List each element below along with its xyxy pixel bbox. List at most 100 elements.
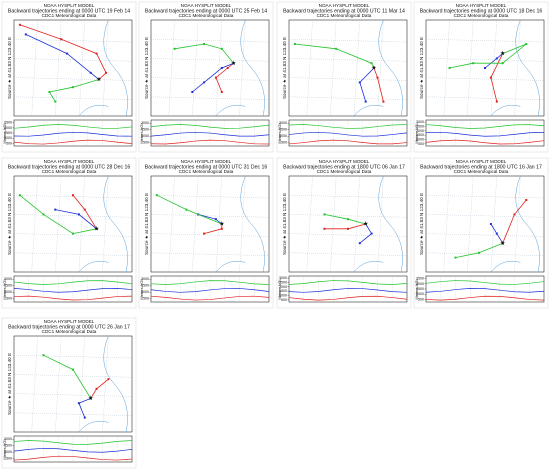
y-tick-label: 2000 [141, 121, 149, 125]
map-graticule [102, 335, 109, 433]
coastline [78, 420, 109, 433]
y-axis-label: Meters AGL [139, 122, 144, 144]
trajectory-marker [89, 397, 92, 400]
trajectory-marker [42, 354, 45, 357]
trajectory-marker [220, 67, 223, 69]
data-label: CDC1 Meteorological Data [317, 13, 372, 18]
y-tick-label: 2500 [416, 277, 424, 281]
source-label: Source ★ at 41.83 N 123.40 E [7, 37, 12, 99]
coastline [215, 104, 246, 117]
map [13, 335, 133, 433]
source-label: Source ★ at 41.83 N 123.40 E [144, 37, 149, 99]
trajectory-marker [95, 387, 98, 390]
height-trace [288, 124, 408, 129]
map-graticule [514, 175, 521, 273]
y-tick-label: 2500 [279, 280, 287, 284]
data-label: CDC1 Meteorological Data [317, 169, 372, 174]
trajectory [174, 43, 234, 64]
trajectory-marker [489, 76, 492, 79]
map-graticule [514, 19, 521, 117]
panel-title: Backward trajectories ending at 0000 UTC… [145, 164, 268, 170]
trajectory-marker [495, 232, 498, 235]
y-tick-label: 500 [6, 141, 12, 145]
map-graticule [13, 355, 133, 359]
y-axis-label: Meters AGL [414, 278, 419, 300]
map-graticule [377, 175, 384, 273]
panel-title: Backward trajectories ending at 0000 UTC… [8, 8, 130, 14]
trajectory-marker [501, 52, 504, 55]
y-tick-label: 2000 [279, 121, 287, 125]
trajectory-marker [232, 62, 235, 65]
map-graticule [31, 19, 38, 117]
height-trace [288, 295, 408, 301]
map-graticule [150, 96, 270, 100]
map-graticule [192, 19, 199, 117]
height-trace [150, 288, 270, 293]
map-graticule [78, 19, 85, 117]
map-graticule [13, 214, 133, 218]
height-trace [150, 124, 270, 129]
map-graticule [13, 412, 133, 416]
height-trace [425, 288, 545, 293]
trajectory-marker [72, 194, 74, 197]
map-graticule [239, 19, 246, 117]
y-tick-label: 1500 [141, 128, 149, 132]
map-graticule [13, 39, 133, 43]
map-graticule [192, 175, 199, 273]
map-graticule [13, 96, 133, 100]
trajectory [192, 62, 234, 93]
panel-title: Backward trajectories ending at 0000 UTC… [420, 8, 543, 14]
height-trace [425, 139, 545, 145]
trajectory-marker [77, 213, 80, 216]
map-graticule [13, 252, 133, 256]
trajectory-marker [335, 47, 338, 50]
height-trace [13, 447, 133, 453]
y-tick-label: 500 [143, 297, 149, 301]
height-trace [288, 131, 408, 137]
map-graticule [288, 214, 408, 218]
coastline [78, 104, 109, 117]
model-label: NOAA HYSPLIT MODEL [456, 3, 507, 8]
map [13, 175, 133, 273]
map-graticule [31, 335, 38, 433]
map-graticule [150, 195, 270, 199]
model-label: NOAA HYSPLIT MODEL [181, 3, 232, 8]
source-star: ★ [94, 225, 99, 232]
y-tick-label: 2000 [4, 437, 12, 441]
trajectory-marker [347, 227, 349, 230]
trajectory-marker [72, 86, 74, 89]
y-axis-label: Meters AGL [139, 278, 144, 300]
trajectory-marker [173, 47, 176, 50]
y-tick-label: 1000 [4, 136, 12, 140]
y-tick-label: 500 [418, 142, 424, 146]
map-graticule [288, 96, 408, 100]
trajectory-marker [513, 213, 516, 216]
trajectory-marker [60, 38, 63, 41]
y-axis-label: Meters AGL [277, 278, 282, 300]
trajectory-marker [454, 256, 457, 259]
trajectory-marker [501, 62, 504, 65]
map-graticule [150, 77, 270, 81]
trajectory [294, 43, 375, 69]
y-tick-label: 500 [281, 141, 287, 145]
map-graticule [425, 58, 545, 62]
height-trace [13, 131, 133, 137]
coastline [240, 19, 265, 117]
map-graticule [150, 39, 270, 43]
y-tick-label: 1000 [279, 134, 287, 138]
trajectory-marker [347, 218, 349, 221]
y-tick-label: 1500 [4, 284, 12, 288]
trajectory-marker [323, 227, 326, 230]
map-graticule [239, 175, 246, 273]
trajectory-marker [203, 43, 206, 45]
height-trace [13, 455, 133, 461]
map-graticule [490, 19, 497, 117]
height-trace [13, 139, 133, 145]
coastline [378, 19, 403, 117]
source-label: Source ★ at 41.83 N 123.40 E [7, 193, 12, 255]
